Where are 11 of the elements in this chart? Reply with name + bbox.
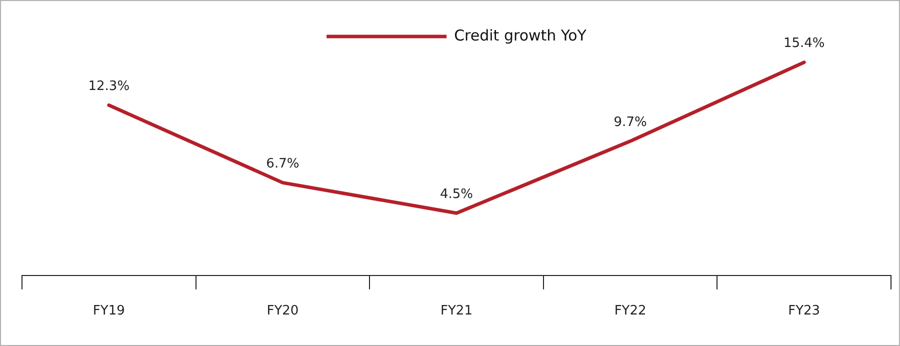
data-label: 12.3% [88, 79, 130, 94]
data-label: 4.5% [440, 187, 474, 202]
data-label: 9.7% [614, 115, 647, 130]
x-tick-label: FY21 [440, 304, 472, 319]
x-tick-label: FY22 [614, 304, 646, 319]
x-tick-label: FY20 [266, 304, 299, 319]
x-tick-label: FY23 [788, 304, 820, 319]
data-label: 15.4% [783, 36, 825, 52]
text: Credit growth YoY [454, 26, 588, 44]
data-label: 6.7% [266, 156, 300, 172]
x-tick-label: FY19 [92, 304, 125, 319]
